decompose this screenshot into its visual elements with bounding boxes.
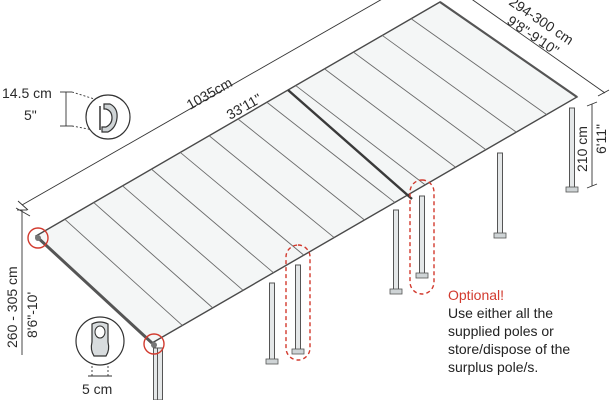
downpipe-callout-circle: [143, 333, 165, 355]
back-height-cm-label: 210 cm: [574, 126, 590, 172]
pole-base-plate: [291, 348, 305, 355]
panel-divider: [382, 35, 517, 133]
wall-beam: [439, 1, 578, 98]
back-height-dimension: [586, 101, 598, 189]
panel-divider: [179, 152, 305, 256]
optional-pole-highlight-back: [409, 179, 435, 295]
gutter-profile-shape: [101, 103, 118, 133]
panel-divider: [410, 18, 547, 115]
roof: [34, 1, 579, 348]
pole-base-plate: [389, 288, 403, 295]
panel-divider: [237, 118, 365, 221]
support-pole: [419, 195, 425, 277]
downpipe-width-label: 5 cm: [82, 381, 112, 397]
panel-divider: [93, 202, 214, 309]
pole-base-plate: [265, 358, 279, 365]
support-pole: [497, 152, 503, 237]
panel-divider: [353, 51, 487, 151]
optional-note: Optional! Use either all the supplied po…: [448, 287, 570, 375]
back-height-ft-label: 6'11": [593, 124, 609, 154]
front-height-ft-label: 8'6"-10': [24, 292, 40, 338]
note-line-2: supplied poles or: [448, 323, 554, 339]
panel-divider: [64, 218, 183, 326]
front-corner-left: [35, 235, 41, 241]
front-corner-right: [151, 342, 157, 348]
gutter-callout-circle: [27, 227, 49, 249]
panel-divider: [324, 68, 456, 168]
support-pole: [393, 209, 399, 293]
panel-divider: [266, 101, 396, 203]
optional-pole-highlight-front: [285, 244, 311, 361]
front-height-cm-label: 260 - 305 cm: [4, 266, 20, 348]
gutter-profile-detail: 14.5 cm 5": [2, 85, 131, 140]
panel-divider: [122, 185, 244, 291]
pole-base-plate: [415, 272, 429, 279]
support-pole: [157, 347, 163, 401]
depth-dimension: [472, 0, 610, 97]
front-gutter: [34, 234, 154, 345]
pole-base-plate: [493, 232, 507, 239]
downpipe-detail: 5 cm: [75, 316, 125, 397]
gutter-height-in-label: 5": [24, 107, 37, 123]
length-dimension: [15, 0, 382, 217]
support-pole: [295, 264, 301, 353]
panel-divider: [295, 85, 426, 186]
note-title: Optional!: [448, 287, 504, 303]
front-height-dimension: [17, 209, 27, 355]
gutter-height-cm-label: 14.5 cm: [2, 85, 52, 101]
note-line-1: Use either all the: [448, 305, 553, 321]
gutter-detail-circle: [85, 94, 131, 140]
optional-pole-highlights: [285, 179, 435, 361]
note-line-3: store/dispose of the: [448, 341, 570, 357]
panel-divider: [151, 168, 274, 274]
pole-base-plate: [565, 186, 579, 193]
support-pole: [269, 282, 275, 363]
note-line-4: surplus pole/s.: [448, 359, 538, 375]
roof-center-joint: [287, 89, 413, 200]
panel-divider: [208, 135, 335, 238]
panel-divider-lines: [64, 18, 547, 326]
